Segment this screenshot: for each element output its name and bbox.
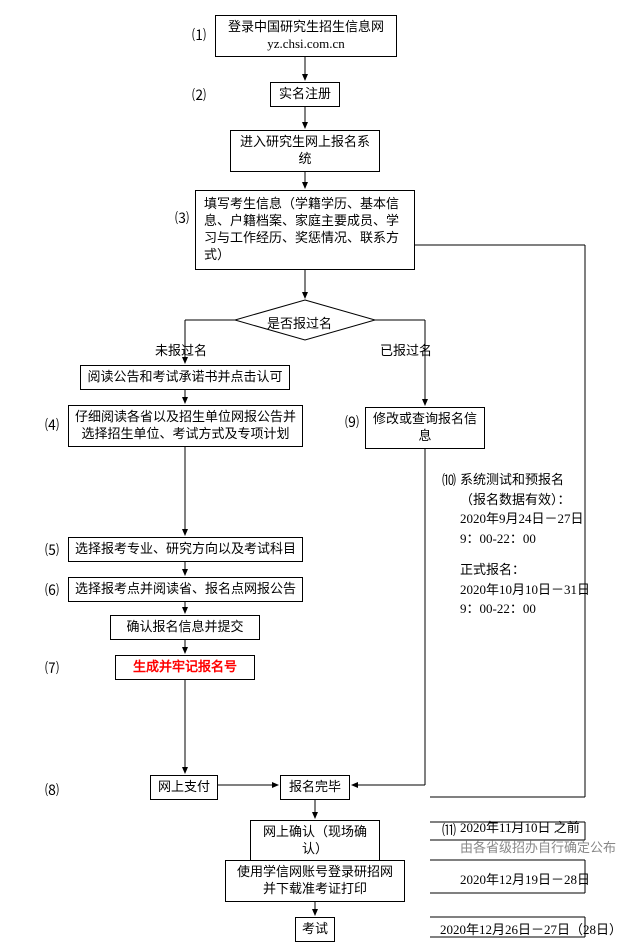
step-num-8: ⑻ <box>45 780 59 800</box>
node-done: 报名完毕 <box>280 775 350 800</box>
step-num-2: ⑵ <box>192 85 206 105</box>
node-confirm-onsite: 网上确认（现场确认） <box>250 820 380 862</box>
node-login: 登录中国研究生招生信息网 yz.chsi.com.cn <box>215 15 397 57</box>
annot-13: 2020年12月26日－27日（28日） <box>440 920 629 940</box>
node-login-l2: yz.chsi.com.cn <box>222 36 390 53</box>
node-read-notice: 阅读公告和考试承诺书并点击认可 <box>80 365 290 390</box>
node-exam: 考试 <box>295 917 335 942</box>
node-select-site: 选择报考点并阅读省、报名点网报公告 <box>68 577 303 602</box>
annot-11-l2: 由各省级招办自行确定公布 <box>460 838 625 858</box>
node-select-major: 选择报考专业、研究方向以及考试科目 <box>68 537 303 562</box>
node-fill-info: 填写考生信息（学籍学历、基本信息、户籍档案、家庭主要成员、学习与工作经历、奖惩情… <box>195 190 415 270</box>
node-modify-query: 修改或查询报名信息 <box>365 407 485 449</box>
node-read-province: 仔细阅读各省以及招生单位网报公告并选择招生单位、考试方式及专项计划 <box>68 405 303 447</box>
annot-11: 2020年11月10日 之前 由各省级招办自行确定公布 <box>460 818 625 857</box>
annot-10-l2: （报名数据有效）： <box>460 490 620 510</box>
node-register: 实名注册 <box>270 82 340 107</box>
node-login-l1: 登录中国研究生招生信息网 <box>222 19 390 36</box>
annot-12: 2020年12月19日－28日 <box>460 870 625 890</box>
annot-10-l4: 9：00-22：00 <box>460 529 620 549</box>
annot-10-l5: 正式报名： <box>460 560 620 580</box>
annot-10-l7: 9：00-22：00 <box>460 599 620 619</box>
annot-10-l3: 2020年9月24日－27日 <box>460 509 620 529</box>
step-num-5: ⑸ <box>45 540 59 560</box>
node-confirm-submit: 确认报名信息并提交 <box>110 615 260 640</box>
step-num-4: ⑷ <box>45 415 59 435</box>
step-num-10: ⑽ <box>442 470 456 490</box>
decision-label: 是否报过名 <box>267 313 332 332</box>
decision-left: 未报过名 <box>155 340 207 359</box>
node-enter-system: 进入研究生网上报名系统 <box>230 130 380 172</box>
step-num-7: ⑺ <box>45 658 59 678</box>
node-generate-number: 生成并牢记报名号 <box>115 655 255 680</box>
step-num-11: ⑾ <box>442 820 456 840</box>
step-num-3: ⑶ <box>175 208 189 228</box>
node-download-l2: 并下载准考证打印 <box>232 881 398 898</box>
flowchart-canvas: ⑴ ⑵ ⑶ ⑷ ⑸ ⑹ ⑺ ⑻ ⑼ ⑽ ⑾ 登录中国研究生招生信息网 yz.ch… <box>0 0 629 948</box>
node-download: 使用学信网账号登录研招网 并下载准考证打印 <box>225 860 405 902</box>
annot-10: 系统测试和预报名 （报名数据有效）： 2020年9月24日－27日 9：00-2… <box>460 470 620 619</box>
annot-10-l1: 系统测试和预报名 <box>460 470 620 490</box>
node-download-l1: 使用学信网账号登录研招网 <box>232 864 398 881</box>
decision-right: 已报过名 <box>380 340 432 359</box>
annot-10-l6: 2020年10月10日－31日 <box>460 580 620 600</box>
annot-11-l1: 2020年11月10日 之前 <box>460 818 625 838</box>
step-num-1: ⑴ <box>192 25 206 45</box>
node-pay: 网上支付 <box>150 775 218 800</box>
step-num-6: ⑹ <box>45 580 59 600</box>
step-num-9: ⑼ <box>345 412 359 432</box>
